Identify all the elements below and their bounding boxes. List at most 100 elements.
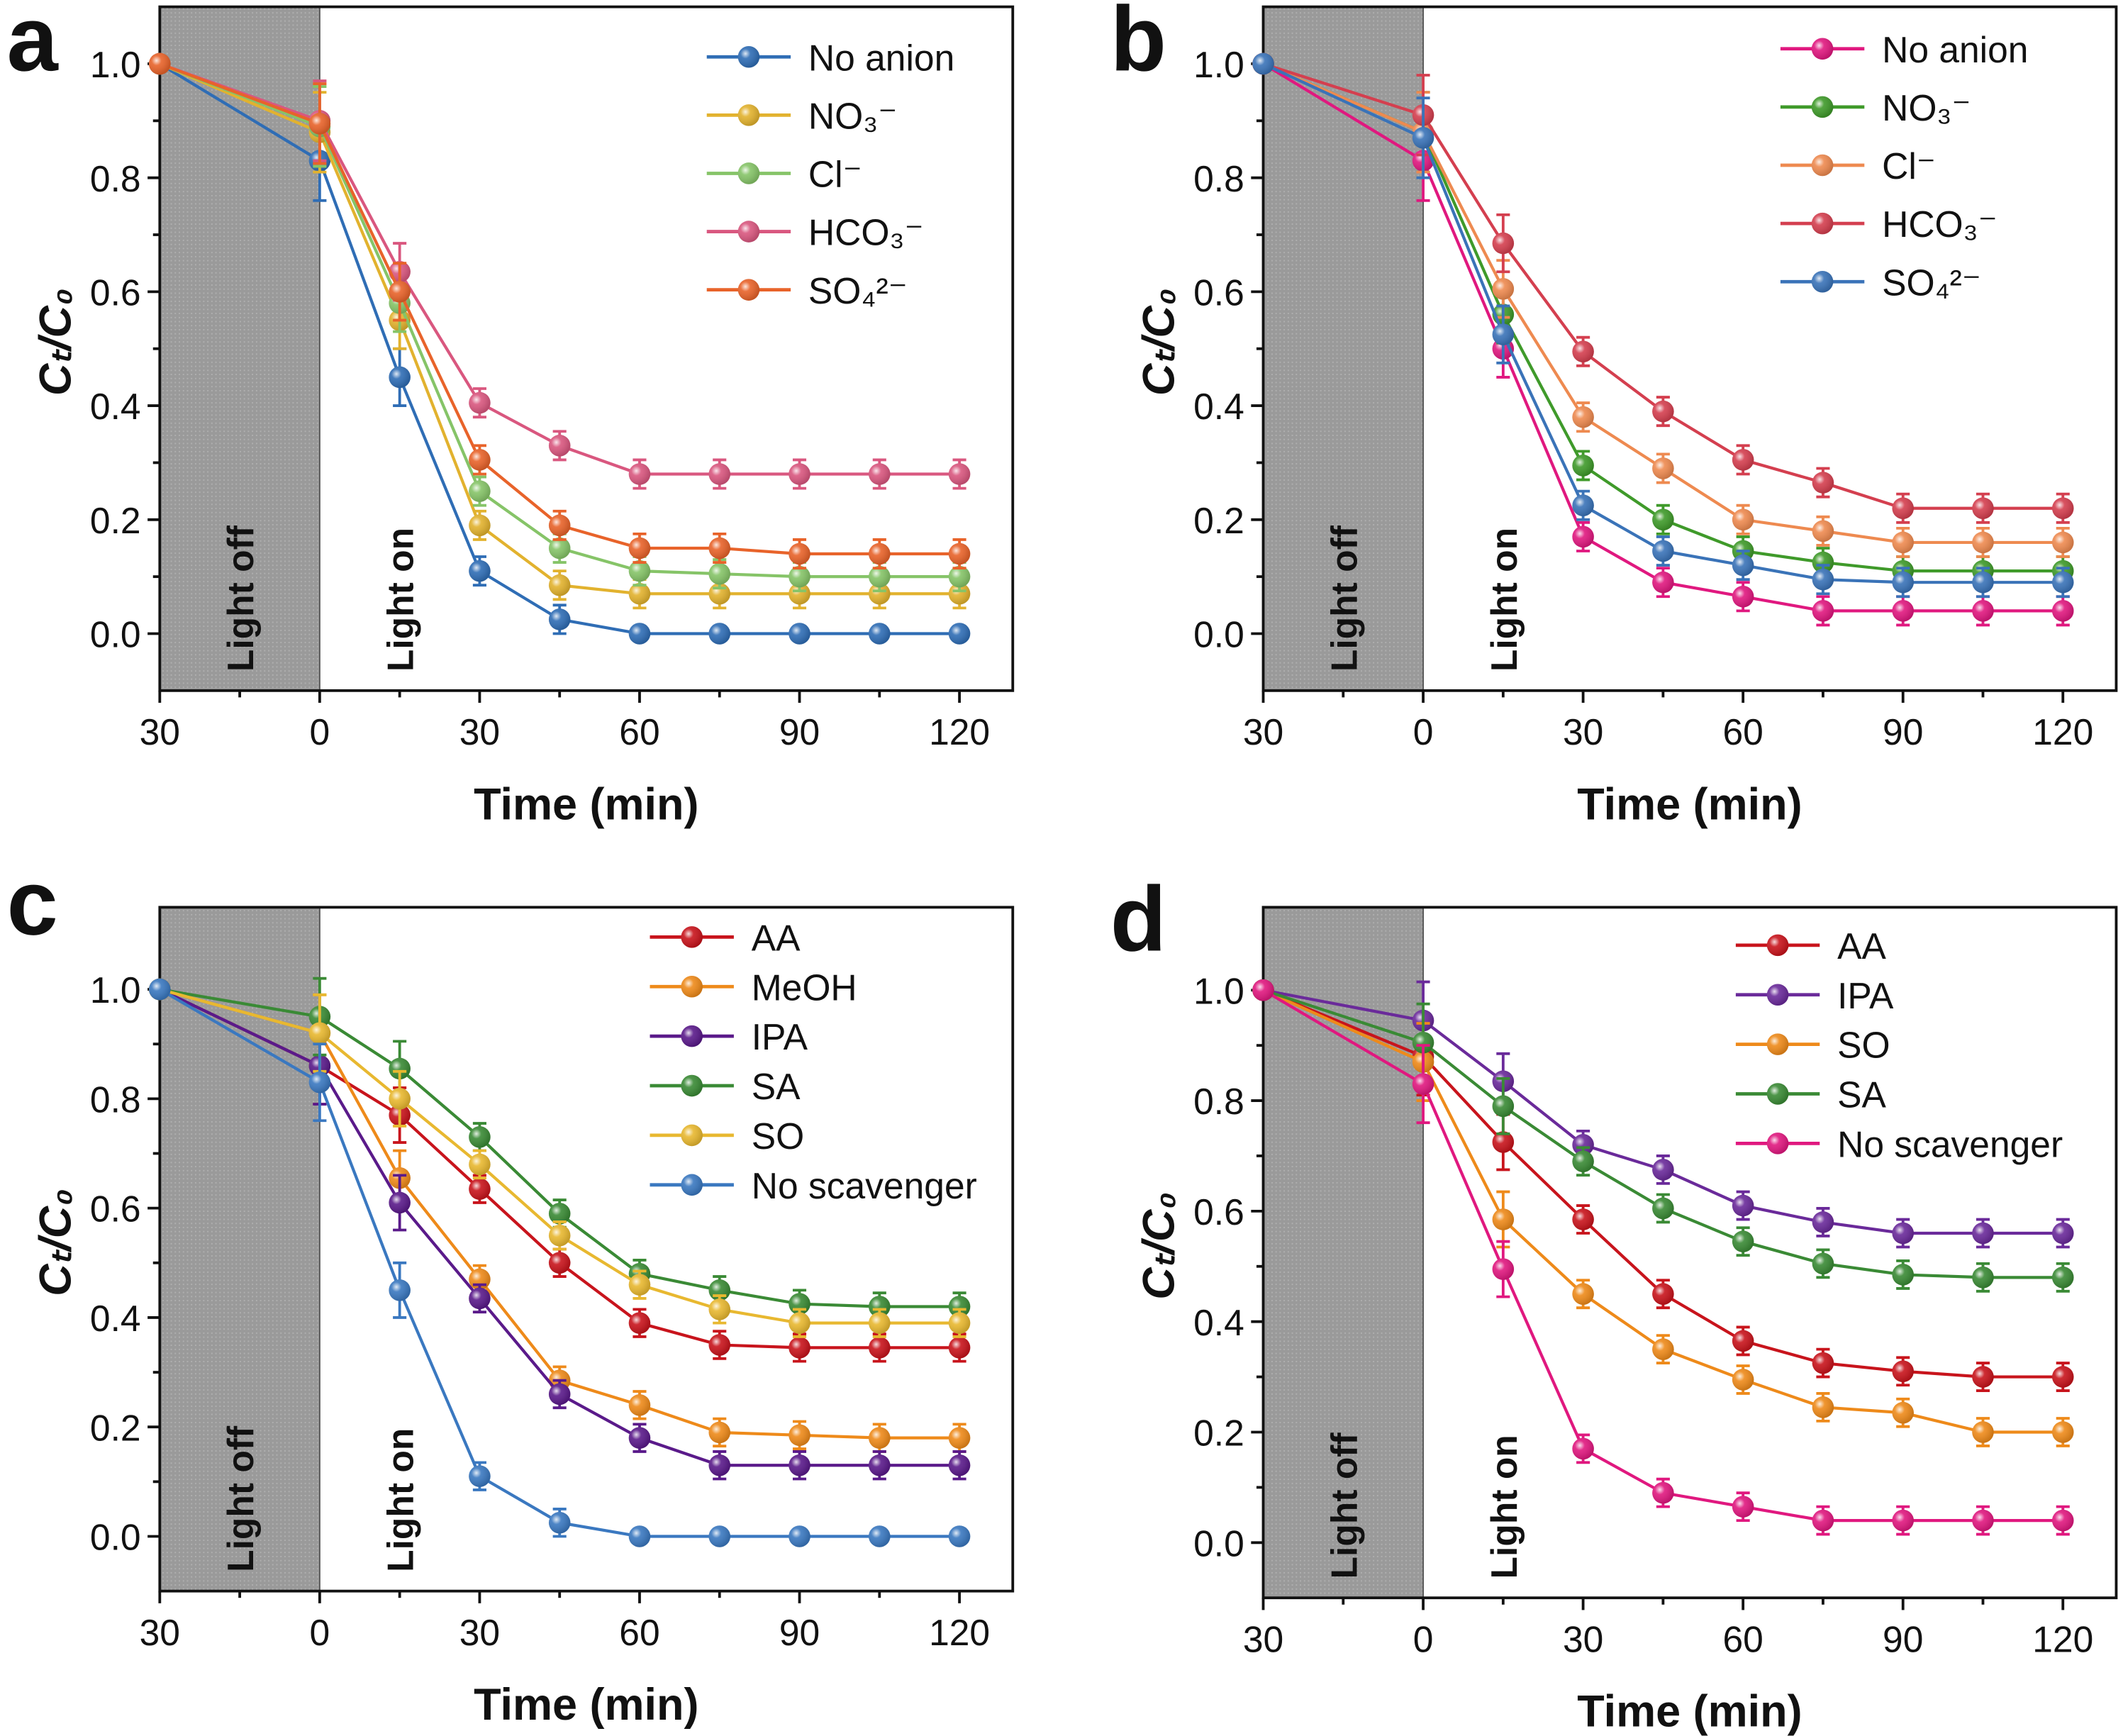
legend-marker-highlight xyxy=(1766,1133,1789,1154)
y-axis-label: Cₜ/C₀ xyxy=(30,288,80,396)
x-tick-label: 90 xyxy=(1883,1619,1923,1660)
x-tick-label: 30 xyxy=(140,711,180,752)
data-point-highlight xyxy=(548,537,571,560)
data-point-highlight xyxy=(469,1178,491,1200)
legend-item: IPA xyxy=(650,1016,808,1057)
legend-item: MeOH xyxy=(650,967,857,1008)
x-tick-label: 90 xyxy=(1883,711,1923,752)
x-tick-label: 60 xyxy=(1722,711,1763,752)
legend-item: SO xyxy=(650,1115,804,1157)
series-3 xyxy=(1252,52,2074,524)
data-point-highlight xyxy=(1252,52,1274,75)
data-point-highlight xyxy=(1572,1150,1594,1173)
legend-marker-highlight xyxy=(681,1074,703,1097)
legend-label: SA xyxy=(752,1066,801,1107)
legend-item: AA xyxy=(1735,925,1886,967)
data-point-highlight xyxy=(1812,1509,1834,1532)
y-tick-label: 0.6 xyxy=(90,272,141,313)
data-point-highlight xyxy=(1972,531,1994,554)
series-line xyxy=(1262,62,2063,545)
legend-label: HCO₃⁻ xyxy=(808,212,924,253)
data-point-highlight xyxy=(1892,531,1914,554)
y-tick-label: 0.6 xyxy=(90,1189,141,1230)
data-point-highlight xyxy=(628,537,651,560)
y-tick-label: 1.0 xyxy=(90,969,141,1011)
legend-item: IPA xyxy=(1735,975,1894,1016)
data-point-highlight xyxy=(789,565,810,588)
panel-letter: c xyxy=(7,851,58,955)
data-point-highlight xyxy=(469,1153,491,1176)
data-point-highlight xyxy=(548,1511,571,1534)
data-point-highlight xyxy=(1652,540,1674,562)
data-point-highlight xyxy=(789,1337,810,1359)
y-axis-label: Cₜ/C₀ xyxy=(30,1189,80,1296)
y-tick-label: 0.2 xyxy=(90,500,141,541)
legend-marker-highlight xyxy=(681,1174,703,1196)
y-tick-label: 0.4 xyxy=(1193,1302,1244,1343)
data-point-highlight xyxy=(2051,600,2074,622)
x-axis-label: Time (min) xyxy=(474,779,698,829)
series-line xyxy=(159,62,960,579)
data-point-highlight xyxy=(1572,340,1594,363)
x-tick-label: 120 xyxy=(929,1612,990,1653)
legend-label: SO xyxy=(1837,1025,1890,1066)
data-point-highlight xyxy=(1972,497,1994,520)
data-point-highlight xyxy=(948,623,971,645)
series-4 xyxy=(149,52,971,570)
data-point-highlight xyxy=(469,514,491,537)
panel-b: Light off Light on 30 0 30 60 90 120 0.0 0.2 0.4 0.… xyxy=(1110,0,2118,829)
y-tick-label: 0.2 xyxy=(1193,1413,1244,1454)
data-point-highlight xyxy=(1652,508,1674,531)
light-off-region xyxy=(160,907,320,1591)
data-point-highlight xyxy=(1892,571,1914,594)
data-point-highlight xyxy=(2051,1267,2074,1289)
data-point-highlight xyxy=(1572,1283,1594,1305)
legend-item: No scavenger xyxy=(1735,1123,2063,1164)
data-point-highlight xyxy=(1732,586,1754,608)
data-point-highlight xyxy=(948,565,971,588)
legend-marker-highlight xyxy=(1766,1033,1789,1055)
data-point-highlight xyxy=(789,1454,810,1476)
data-point-highlight xyxy=(308,113,331,135)
data-point-highlight xyxy=(708,1334,731,1356)
data-point-highlight xyxy=(1812,1396,1834,1418)
data-point-highlight xyxy=(1892,1509,1914,1532)
data-point-highlight xyxy=(389,366,411,389)
series-line xyxy=(1263,989,2063,1235)
data-point-highlight xyxy=(1492,1131,1515,1153)
x-tick-label: 120 xyxy=(929,711,990,752)
legend-marker-highlight xyxy=(681,1124,703,1147)
series-line xyxy=(159,988,960,1538)
data-point-highlight xyxy=(948,1525,971,1547)
data-point-highlight xyxy=(1972,1421,1994,1443)
data-point-highlight xyxy=(869,565,891,588)
data-point-highlight xyxy=(869,1312,891,1334)
legend-label: MeOH xyxy=(752,967,857,1008)
legend-label: Cl⁻ xyxy=(808,154,862,195)
legend-item: AA xyxy=(650,917,801,958)
data-point-highlight xyxy=(948,582,971,605)
legend-marker-highlight xyxy=(1811,270,1834,293)
data-point-highlight xyxy=(469,449,491,471)
data-point-highlight xyxy=(1812,551,1834,574)
panel-letter: d xyxy=(1110,867,1166,970)
legend-marker-highlight xyxy=(1811,96,1834,118)
y-axis-label: Cₜ/C₀ xyxy=(1134,288,1183,396)
legend-marker-highlight xyxy=(681,975,703,998)
data-point-highlight xyxy=(628,1427,651,1449)
x-axis-label: Time (min) xyxy=(1577,779,1802,829)
data-point-highlight xyxy=(1572,525,1594,548)
x-tick-label: 30 xyxy=(459,1612,500,1653)
data-point-highlight xyxy=(628,1525,651,1547)
data-point-highlight xyxy=(789,1424,810,1447)
data-point-highlight xyxy=(789,542,810,565)
data-point-highlight xyxy=(1492,323,1515,345)
legend-label: Cl⁻ xyxy=(1882,145,1936,187)
legend-item: NO₃⁻ xyxy=(706,95,897,136)
series-line xyxy=(1262,62,2063,510)
data-point-highlight xyxy=(469,1465,491,1487)
data-point-highlight xyxy=(1572,1437,1594,1460)
data-point-highlight xyxy=(1812,1252,1834,1275)
data-point-highlight xyxy=(548,574,571,596)
legend-item: HCO₃⁻ xyxy=(1780,204,1997,245)
